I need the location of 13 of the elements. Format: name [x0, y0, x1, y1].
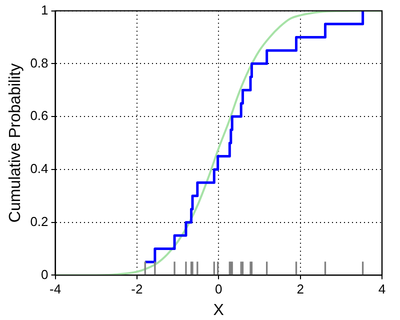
x-tick-label: 0: [215, 282, 222, 297]
x-tick-label: -4: [49, 282, 62, 297]
y-axis-title: Cumulative Probability: [7, 63, 24, 223]
y-tick-label: 0.2: [30, 214, 48, 229]
y-tick-label: 0.4: [30, 161, 48, 176]
x-tick-label: -2: [131, 282, 143, 297]
x-tick-label: 4: [378, 282, 386, 297]
y-tick-label: 0.6: [30, 108, 48, 124]
y-tick-label: 0: [41, 266, 48, 282]
y-tick-label: 0.8: [30, 55, 48, 70]
x-tick-label: 2: [296, 282, 304, 297]
x-axis-title: X: [213, 302, 224, 319]
y-tick-label: 1: [41, 2, 48, 18]
